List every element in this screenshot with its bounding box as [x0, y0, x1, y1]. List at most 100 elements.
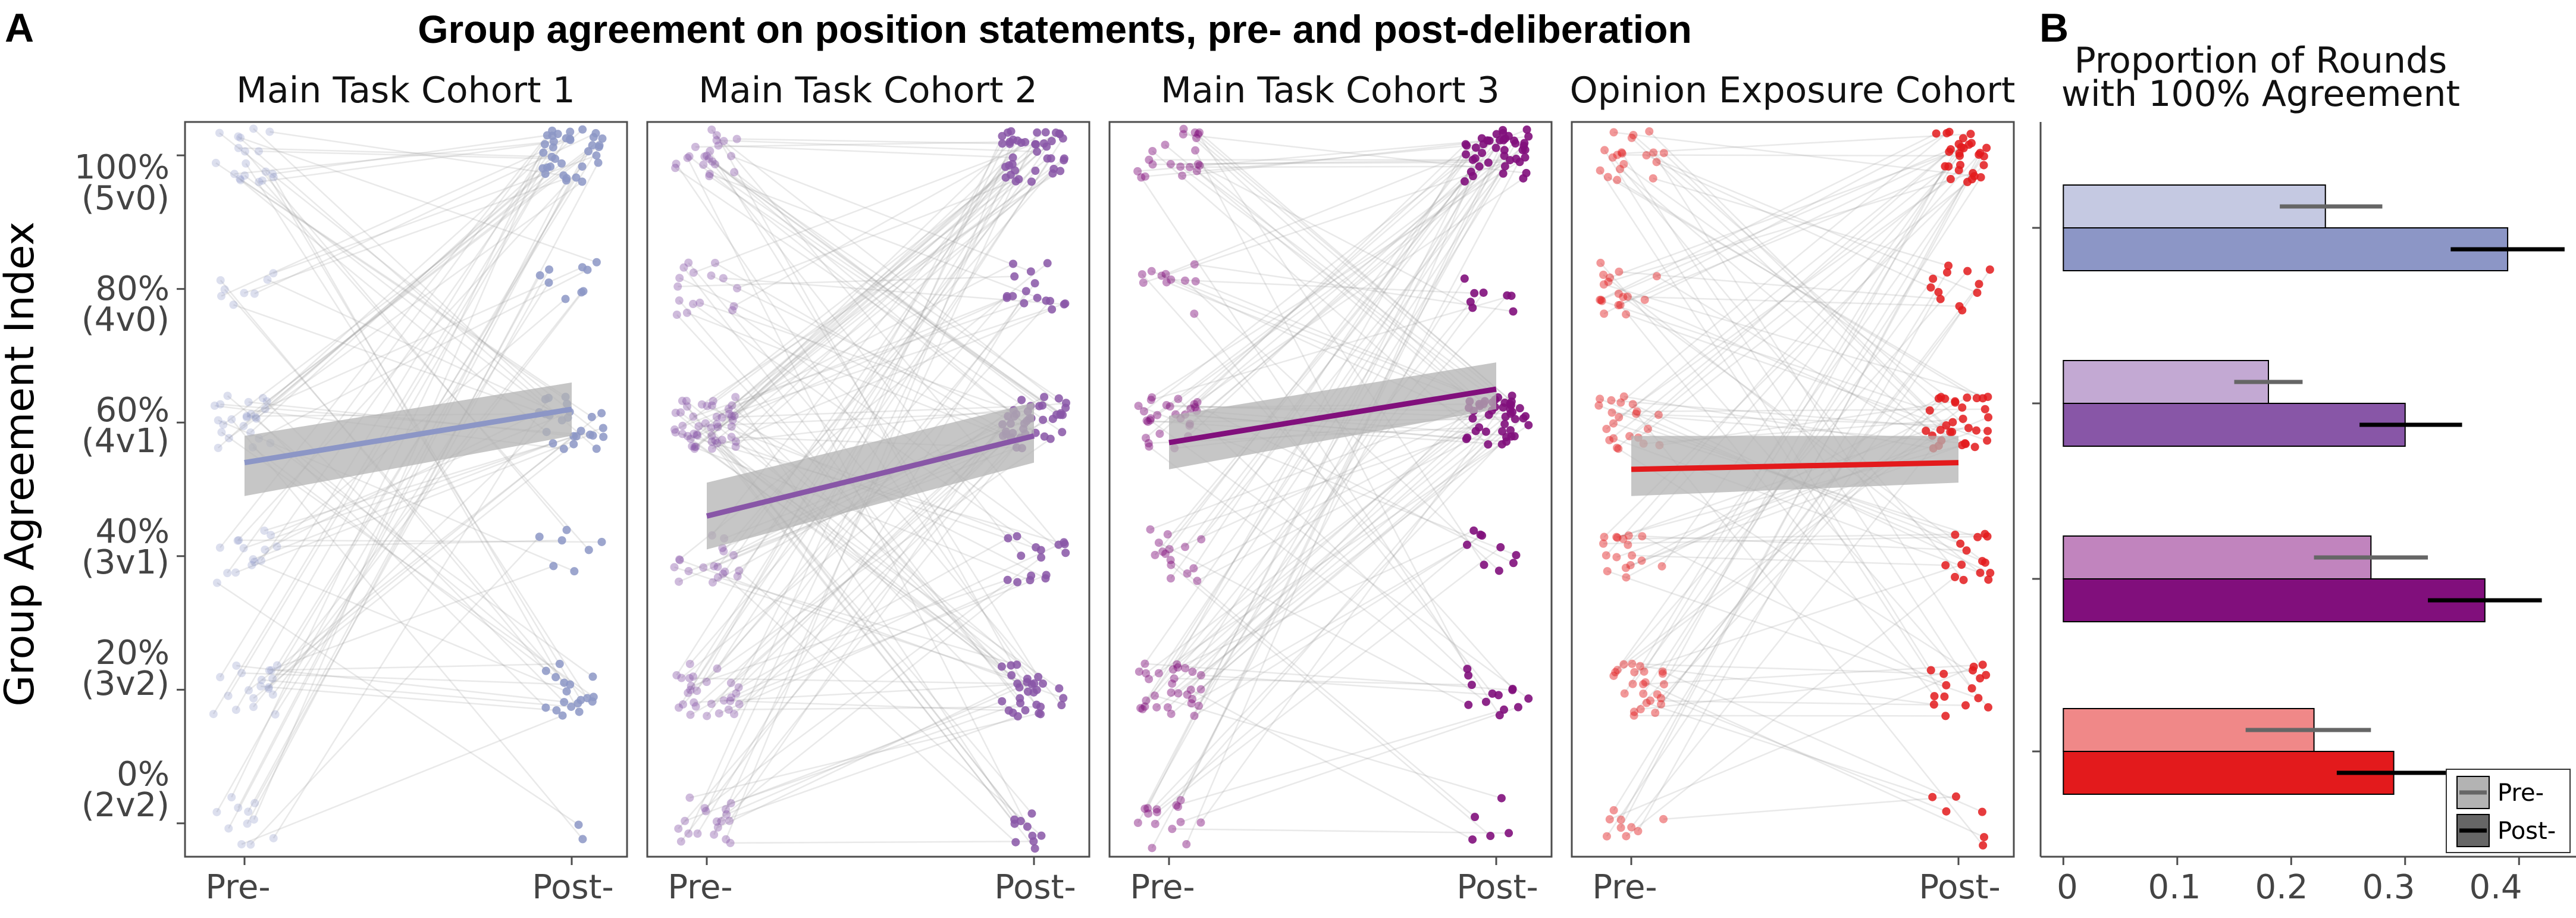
pre-point [1612, 443, 1621, 452]
post-point [1042, 571, 1051, 579]
pre-point [699, 563, 708, 572]
connector-line [1162, 171, 1472, 553]
figure-title: Group agreement on position statements, … [418, 7, 1692, 51]
connector-line [1643, 153, 1960, 672]
pre-point [249, 815, 258, 824]
pre-point [712, 136, 721, 145]
pre-point [1146, 396, 1155, 405]
post-point [1466, 167, 1475, 176]
connector-line [1189, 155, 1505, 427]
connector-line [1183, 128, 1484, 405]
pre-point [717, 413, 726, 422]
pre-point [1628, 679, 1637, 688]
pre-point [678, 421, 687, 430]
pre-point [728, 416, 737, 425]
post-point [1055, 684, 1064, 693]
pre-point [1172, 801, 1181, 810]
post-point [557, 536, 566, 545]
pre-point [227, 415, 236, 424]
pre-point [261, 405, 269, 413]
connector-line [1606, 269, 1991, 837]
pre-point [1619, 534, 1628, 543]
pre-point [1657, 700, 1666, 709]
pre-point [243, 819, 252, 828]
pre-point [1133, 167, 1142, 176]
pre-point [255, 177, 264, 186]
post-point [1978, 660, 1987, 669]
connector-line [716, 581, 1018, 822]
connector-line [1193, 153, 1467, 569]
pre-point [217, 292, 226, 300]
regression-line [1168, 386, 1497, 446]
pre-point [1611, 668, 1620, 676]
connector-line [716, 137, 1064, 669]
post-point [1500, 419, 1509, 428]
post-point [1958, 415, 1967, 424]
post-point [562, 687, 571, 696]
connector-line [728, 143, 1036, 410]
post-point [1941, 561, 1950, 570]
pre-point [1145, 442, 1154, 451]
connector-line [1609, 165, 1949, 441]
post-point [1478, 149, 1487, 158]
connector-line [1196, 170, 1499, 399]
pre-point [1658, 667, 1667, 676]
post-point [1005, 137, 1014, 146]
post-point [1946, 428, 1955, 437]
connector-line [675, 163, 1038, 691]
connector-line [704, 557, 1042, 809]
connector-line [728, 424, 1004, 822]
post-point [1959, 575, 1968, 584]
post-point [584, 147, 593, 156]
connector-line [228, 136, 594, 829]
pre-point [1137, 270, 1146, 279]
post-point [1020, 299, 1029, 308]
post-point [1059, 694, 1068, 703]
connector-line [722, 573, 1017, 843]
connector-line [733, 131, 1046, 307]
connector-line [1150, 400, 1486, 531]
post-point [591, 129, 600, 137]
post-point [1962, 546, 1971, 555]
connector-line [691, 445, 1030, 581]
connector-line [696, 132, 1008, 691]
connector-line [243, 435, 574, 549]
connector-line [694, 158, 1048, 450]
post-point [552, 706, 561, 715]
connector-line [1653, 152, 1987, 676]
pre-point [249, 124, 258, 133]
connector-line [1151, 156, 1526, 398]
y-axis-label: Group Agreement Index [0, 221, 43, 706]
pre-point [1179, 130, 1187, 139]
post-point [1941, 712, 1950, 720]
pre-point [216, 276, 225, 285]
connector-line [717, 577, 1017, 666]
post-point [1007, 661, 1016, 670]
pre-point [1140, 702, 1149, 711]
connector-line [1184, 405, 1481, 669]
connector-line [717, 143, 1011, 428]
pre-point [679, 263, 688, 272]
connector-line [254, 269, 550, 804]
connector-line [1197, 133, 1485, 566]
pre-point [1193, 159, 1202, 168]
connector-line [701, 170, 1061, 405]
post-point [1030, 844, 1039, 853]
post-point [1942, 268, 1951, 277]
connector-line [737, 138, 1002, 145]
pre-point [672, 311, 681, 319]
connector-line [272, 412, 602, 679]
post-point [1500, 151, 1509, 160]
post-point [1061, 549, 1070, 557]
legend: Pre- Post- [2446, 769, 2571, 853]
connector-line [1654, 283, 1980, 713]
pre-point [1596, 394, 1604, 403]
pre-point [1148, 146, 1157, 155]
post-point [535, 271, 544, 280]
post-point [1016, 817, 1025, 826]
connector-line [721, 715, 1019, 822]
post-point [1007, 671, 1016, 680]
pre-point [707, 700, 716, 709]
connector-line [737, 178, 1019, 289]
connector-line [1662, 671, 1983, 813]
